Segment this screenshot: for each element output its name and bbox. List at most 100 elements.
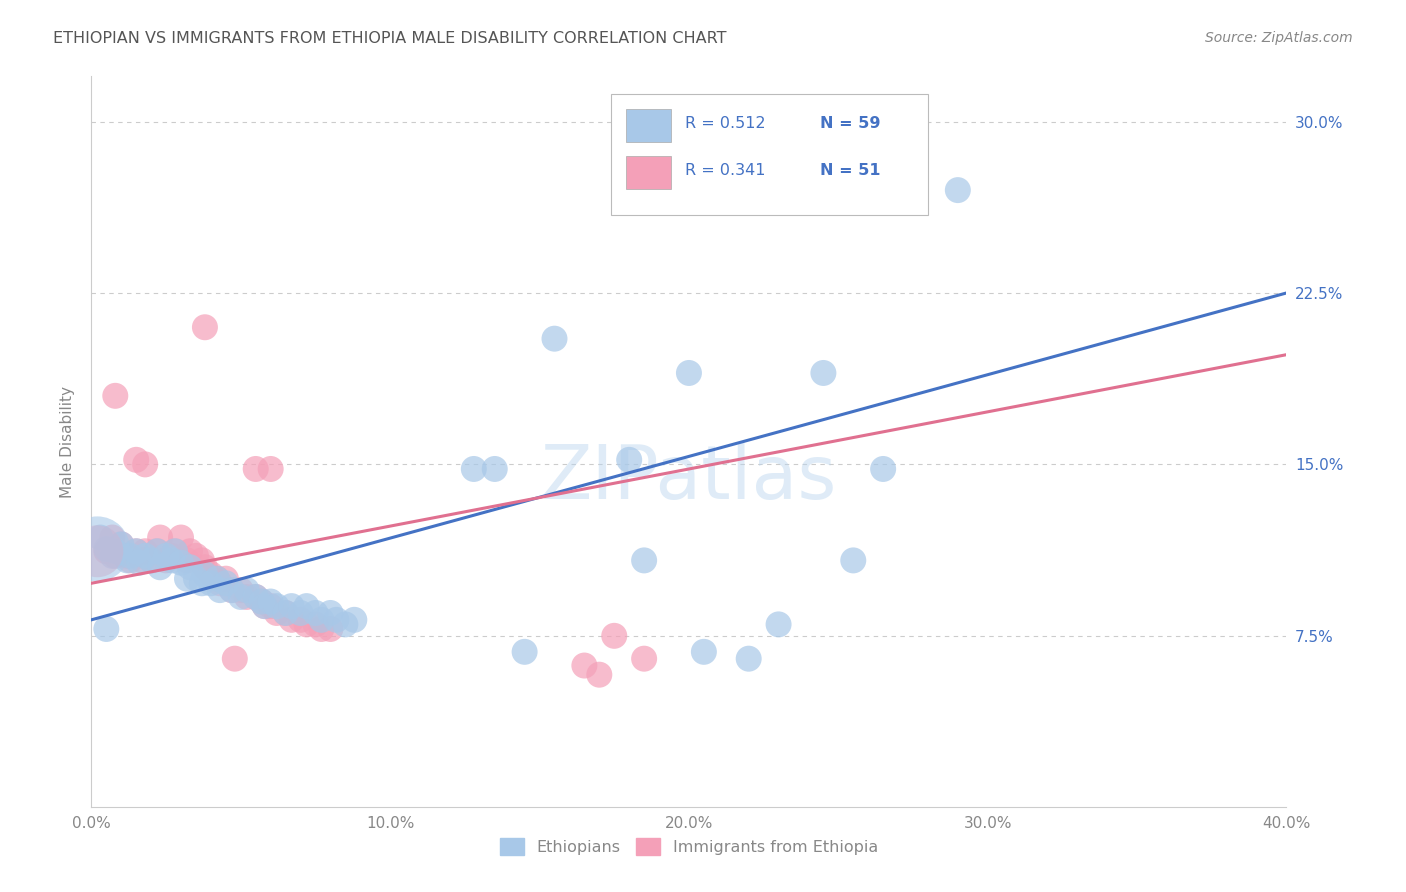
Point xyxy=(633,553,655,567)
Point xyxy=(543,332,565,346)
Point xyxy=(813,366,835,380)
Point xyxy=(200,567,222,582)
Point xyxy=(484,462,506,476)
Point xyxy=(170,556,193,570)
Point xyxy=(304,606,326,620)
Point xyxy=(295,617,318,632)
Point xyxy=(141,553,163,567)
Point xyxy=(155,553,177,567)
Text: Source: ZipAtlas.com: Source: ZipAtlas.com xyxy=(1205,31,1353,45)
Point xyxy=(229,583,252,598)
Point xyxy=(574,658,596,673)
Point xyxy=(104,549,127,563)
Point xyxy=(101,531,124,545)
Point xyxy=(149,560,172,574)
Point xyxy=(693,645,716,659)
Point xyxy=(89,531,111,545)
Point xyxy=(872,462,894,476)
Point xyxy=(176,572,198,586)
Point xyxy=(311,622,333,636)
Point xyxy=(946,183,969,197)
Point xyxy=(179,560,201,574)
Point xyxy=(194,320,217,334)
Point xyxy=(131,553,153,567)
Point xyxy=(104,544,127,558)
Point xyxy=(737,651,759,665)
Text: ZIPatlas: ZIPatlas xyxy=(541,442,837,515)
Point xyxy=(86,544,108,558)
Point xyxy=(205,572,228,586)
Point xyxy=(160,553,183,567)
Point xyxy=(176,553,198,567)
Point xyxy=(191,553,214,567)
Point xyxy=(149,531,172,545)
Point xyxy=(513,645,536,659)
Point xyxy=(343,613,366,627)
Point xyxy=(120,549,142,563)
Point xyxy=(160,549,183,563)
Point xyxy=(304,617,326,632)
Point xyxy=(290,613,312,627)
Point xyxy=(125,453,148,467)
Text: N = 59: N = 59 xyxy=(821,116,882,131)
Point xyxy=(768,617,790,632)
Point xyxy=(146,544,169,558)
Point xyxy=(155,549,177,563)
Point xyxy=(266,606,288,620)
Point xyxy=(205,572,228,586)
Point xyxy=(280,613,302,627)
Text: ETHIOPIAN VS IMMIGRANTS FROM ETHIOPIA MALE DISABILITY CORRELATION CHART: ETHIOPIAN VS IMMIGRANTS FROM ETHIOPIA MA… xyxy=(53,31,727,46)
Point xyxy=(184,572,207,586)
Point xyxy=(115,553,138,567)
Point xyxy=(224,651,246,665)
Point xyxy=(96,541,118,556)
Point xyxy=(96,544,118,558)
Point xyxy=(146,544,169,558)
Text: R = 0.341: R = 0.341 xyxy=(685,163,766,178)
Point xyxy=(215,576,238,591)
Point xyxy=(253,599,276,614)
Point xyxy=(619,453,641,467)
Legend: Ethiopians, Immigrants from Ethiopia: Ethiopians, Immigrants from Ethiopia xyxy=(494,832,884,862)
Point xyxy=(163,544,186,558)
Point xyxy=(134,544,156,558)
Point xyxy=(603,629,626,643)
Point xyxy=(184,549,207,563)
Point xyxy=(170,531,193,545)
Point xyxy=(259,594,281,608)
Point xyxy=(134,458,156,472)
Point xyxy=(295,599,318,614)
Point xyxy=(110,537,132,551)
Point xyxy=(280,599,302,614)
Point xyxy=(235,583,259,598)
Point xyxy=(319,622,342,636)
Point xyxy=(163,544,186,558)
Text: N = 51: N = 51 xyxy=(821,163,882,178)
Point xyxy=(319,606,342,620)
Point xyxy=(245,462,267,476)
Point xyxy=(125,544,148,558)
Point xyxy=(200,576,222,591)
Point xyxy=(325,613,347,627)
Point xyxy=(259,599,281,614)
Point xyxy=(463,462,485,476)
Point xyxy=(678,366,700,380)
Point xyxy=(221,583,243,598)
Point xyxy=(194,567,217,582)
Point xyxy=(250,594,273,608)
Point xyxy=(191,576,214,591)
Point xyxy=(141,553,163,567)
Point xyxy=(588,667,610,681)
Point xyxy=(134,549,156,563)
Point xyxy=(221,583,243,598)
Point xyxy=(842,553,865,567)
Point xyxy=(250,594,273,608)
FancyBboxPatch shape xyxy=(626,156,671,189)
Point xyxy=(245,590,267,604)
Point xyxy=(128,556,150,570)
Point xyxy=(120,553,142,567)
Point xyxy=(253,599,276,614)
Point xyxy=(245,590,267,604)
Point xyxy=(290,606,312,620)
Point xyxy=(633,651,655,665)
